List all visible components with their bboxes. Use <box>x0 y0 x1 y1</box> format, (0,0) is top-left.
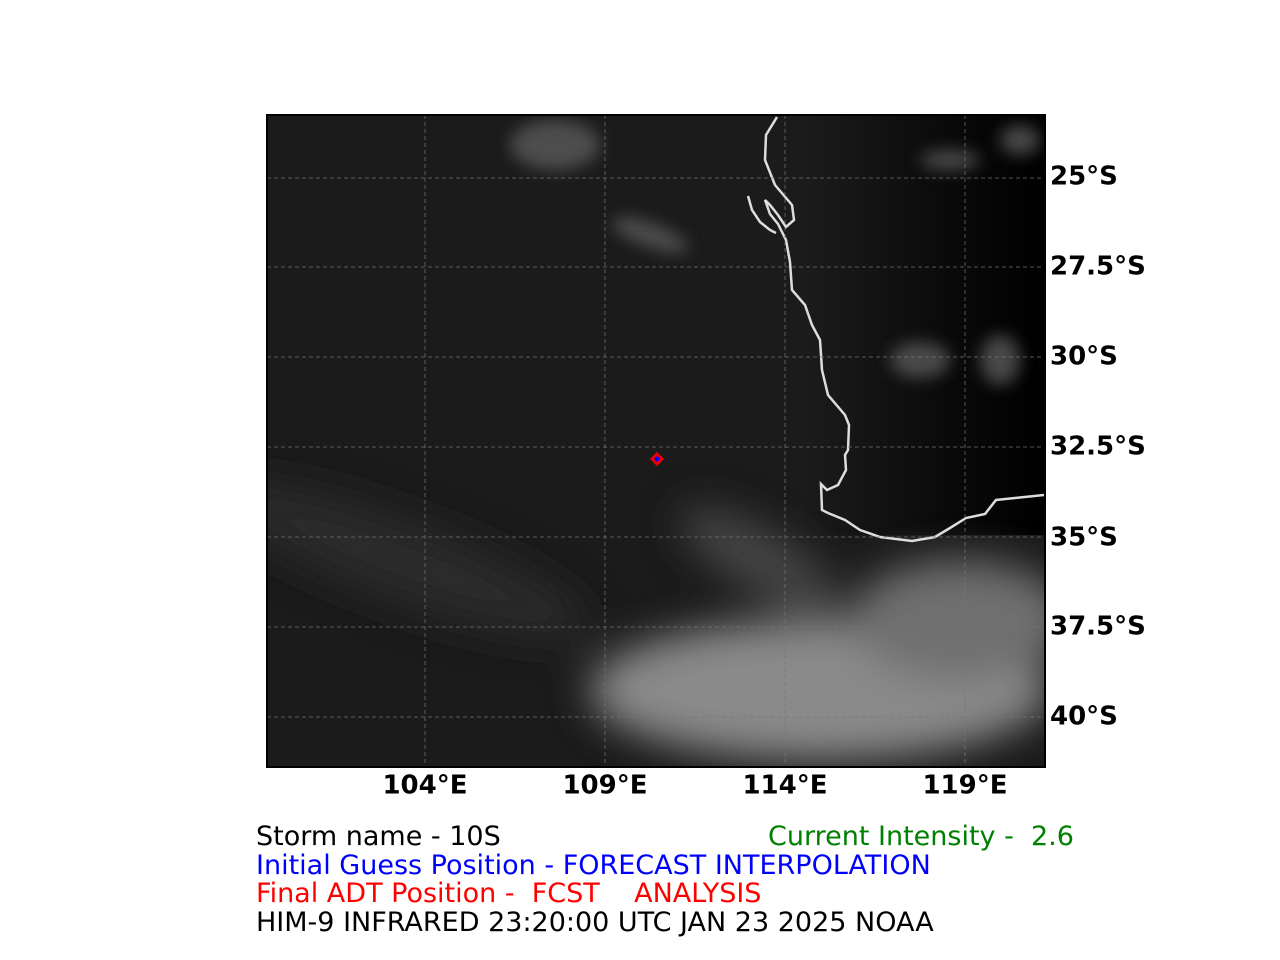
lat-labels: 25°S 27.5°S 30°S 32.5°S 35°S 37.5°S 40°S <box>1050 162 1146 732</box>
lat-label: 32.5°S <box>1050 432 1146 462</box>
storm-name: Storm name - 10S <box>256 821 501 852</box>
initial-guess: Initial Guess Position - FORECAST INTERP… <box>256 850 931 881</box>
grid <box>267 115 1045 767</box>
lat-label: 25°S <box>1050 162 1118 192</box>
source-line: HIM-9 INFRARED 23:20:00 UTC JAN 23 2025 … <box>256 907 934 938</box>
lat-label: 37.5°S <box>1050 612 1146 642</box>
lon-labels: 104°E 109°E 114°E 119°E <box>382 771 1007 801</box>
lat-label: 40°S <box>1050 702 1118 732</box>
lon-label: 104°E <box>382 771 467 801</box>
lon-label: 114°E <box>742 771 827 801</box>
caption: Storm name - 10S Current Intensity - 2.6… <box>256 821 1074 938</box>
satellite-image <box>267 115 1045 767</box>
final-position: Final ADT Position - FCST ANALYSIS <box>256 878 761 909</box>
lat-label: 27.5°S <box>1050 252 1146 282</box>
map-frame <box>266 114 1046 768</box>
coastline <box>746 195 777 235</box>
current-intensity: Current Intensity - 2.6 <box>768 821 1074 852</box>
lat-label: 35°S <box>1050 523 1118 553</box>
lon-label: 109°E <box>562 771 647 801</box>
storm-position <box>649 451 665 467</box>
coastline <box>763 116 1045 543</box>
lon-label: 119°E <box>922 771 1007 801</box>
lat-label: 30°S <box>1050 342 1118 372</box>
